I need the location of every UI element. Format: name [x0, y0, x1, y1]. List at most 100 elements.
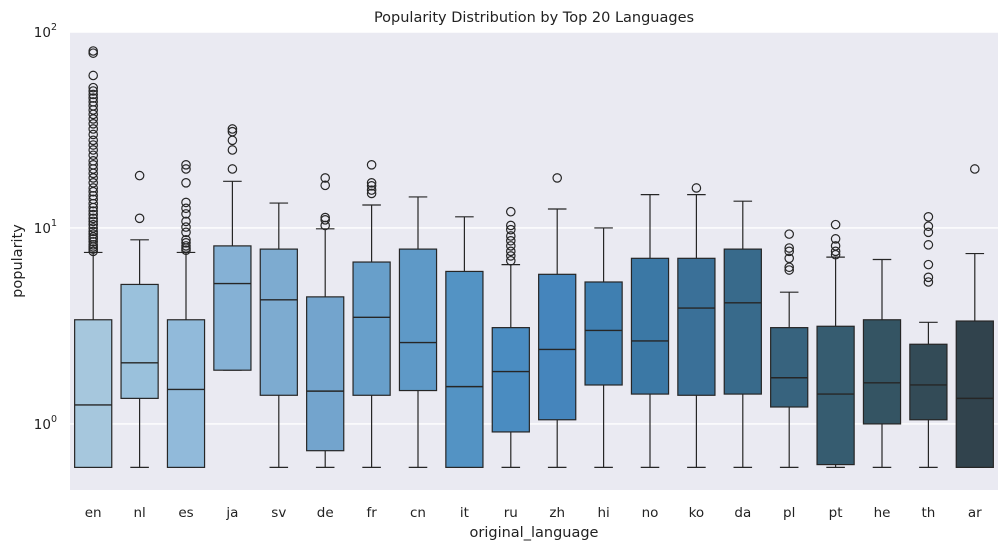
outlier-point: [691, 183, 702, 193]
iqr-box: [74, 319, 113, 468]
outlier-point: [181, 197, 191, 208]
iqr-box: [677, 257, 716, 396]
outlier-point: [88, 226, 98, 237]
outlier-point: [88, 160, 98, 170]
box-he: [862, 258, 902, 468]
outlier-point: [227, 145, 238, 155]
box-cn: [398, 196, 438, 468]
outlier-point: [134, 170, 145, 181]
outlier-point: [505, 251, 516, 261]
box-ar: [955, 164, 994, 468]
outlier-point: [181, 203, 191, 214]
outlier-point: [320, 173, 330, 183]
outlier-point: [88, 194, 98, 205]
x-tick-label: it: [460, 505, 469, 521]
iqr-box: [630, 257, 670, 395]
iqr-box: [909, 343, 948, 421]
box-de: [306, 173, 345, 468]
outlier-point: [784, 265, 794, 275]
outlier-point: [366, 185, 377, 195]
outlier-point: [88, 70, 98, 81]
iqr-box: [120, 283, 159, 399]
outlier-point: [88, 183, 98, 193]
box-no: [630, 193, 670, 468]
outlier-point: [227, 164, 238, 174]
box-ru: [491, 206, 530, 468]
outlier-point: [830, 241, 841, 251]
outlier-point: [181, 164, 191, 174]
outlier-point: [88, 206, 98, 216]
x-tick-label: nl: [133, 505, 145, 521]
box-ja: [213, 124, 252, 371]
outlier-point: [784, 253, 794, 264]
outlier-point: [784, 243, 794, 253]
box-sv: [259, 202, 298, 468]
outlier-point: [88, 213, 98, 224]
y-axis-label: popularity: [10, 224, 26, 298]
iqr-box: [955, 320, 994, 468]
outlier-point: [88, 93, 98, 103]
x-tick-label: cn: [410, 505, 426, 521]
x-tick-label: en: [85, 505, 102, 521]
box-es: [166, 160, 206, 468]
x-tick-label: ja: [225, 505, 238, 521]
outlier-point: [88, 229, 98, 239]
outlier-point: [320, 212, 330, 223]
iqr-box: [491, 327, 530, 433]
outlier-point: [969, 164, 980, 174]
outlier-point: [227, 126, 238, 137]
outlier-point: [505, 246, 516, 257]
outlier-point: [227, 124, 238, 134]
outlier-point: [923, 221, 934, 232]
outlier-point: [830, 219, 841, 230]
iqr-box: [213, 245, 252, 371]
x-tick-label: he: [874, 505, 891, 521]
outlier-point: [88, 140, 98, 150]
outlier-point: [552, 173, 562, 183]
iqr-box: [166, 319, 206, 468]
outlier-point: [923, 277, 934, 287]
iqr-box: [816, 325, 855, 466]
x-tick-label: ar: [968, 505, 982, 521]
outlier-point: [923, 212, 934, 222]
outlier-point: [88, 156, 98, 166]
outlier-point: [88, 177, 98, 188]
outlier-point: [366, 181, 377, 191]
outlier-point: [505, 241, 516, 251]
x-tick-label: ru: [504, 505, 518, 521]
outlier-point: [505, 235, 516, 246]
x-tick-label: zh: [549, 505, 565, 521]
outlier-point: [88, 150, 98, 161]
outlier-point: [88, 86, 98, 96]
box-it: [445, 216, 484, 468]
box-zh: [538, 173, 577, 468]
box-nl: [120, 170, 159, 468]
box-pl: [770, 229, 809, 468]
outlier-point: [181, 160, 191, 170]
x-axis-label: original_language: [470, 525, 599, 541]
boxes: [74, 46, 994, 468]
x-tick-label: ko: [689, 505, 705, 521]
outlier-point: [505, 220, 516, 231]
outlier-point: [505, 255, 516, 266]
outlier-point: [88, 119, 98, 129]
outlier-point: [88, 190, 98, 201]
outlier-point: [88, 135, 98, 146]
outlier-point: [784, 246, 794, 257]
iqr-box: [398, 248, 438, 392]
outlier-point: [88, 209, 98, 220]
outlier-point: [505, 206, 516, 217]
x-tick-label: th: [921, 505, 935, 521]
outlier-point: [88, 219, 98, 230]
outlier-point: [88, 82, 98, 93]
outlier-point: [181, 241, 191, 251]
iqr-box: [770, 327, 809, 408]
outlier-point: [181, 209, 191, 219]
x-tick-label: no: [642, 505, 659, 521]
box-en: [74, 46, 113, 468]
outlier-point: [88, 97, 98, 107]
outlier-point: [181, 222, 191, 232]
y-tick-label: 101: [34, 218, 57, 237]
outlier-point: [505, 231, 516, 241]
